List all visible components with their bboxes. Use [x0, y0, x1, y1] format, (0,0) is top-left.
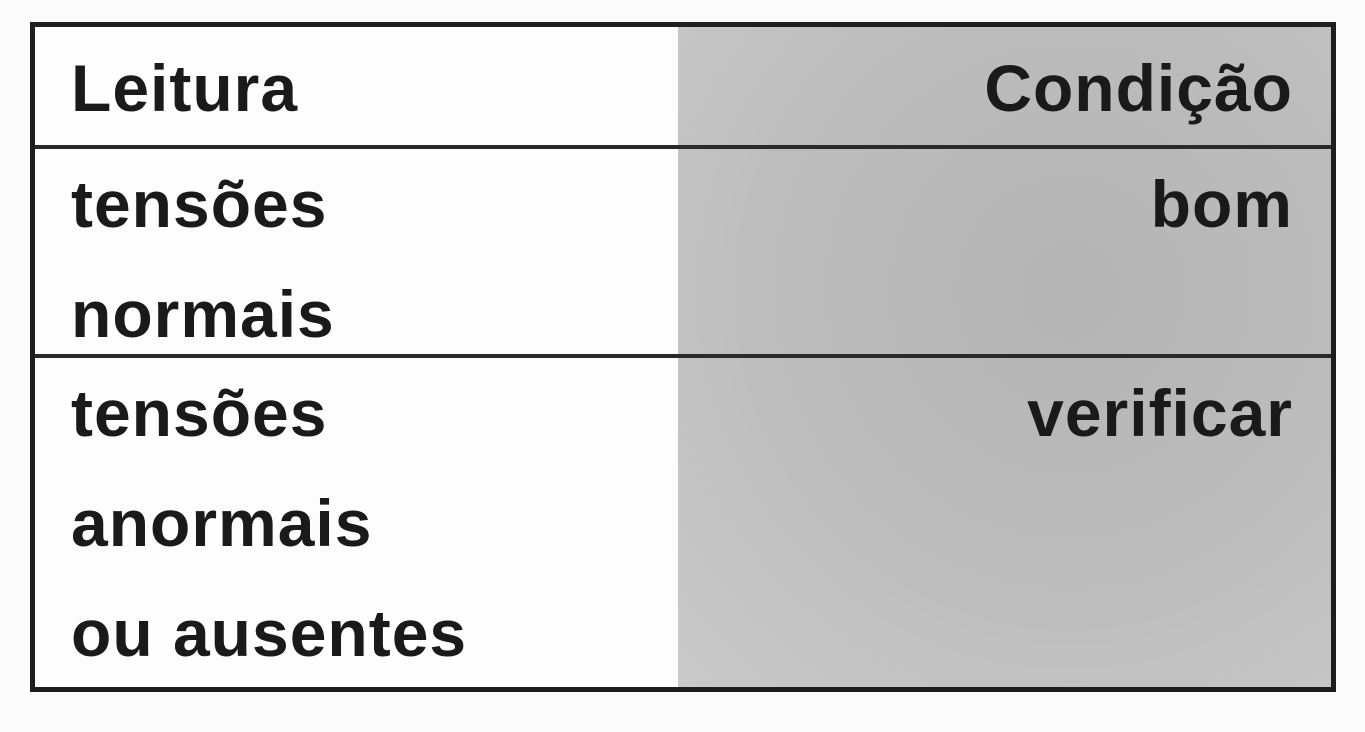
condition-cell: verificar — [1027, 376, 1293, 450]
reading-line: tensões — [71, 376, 328, 450]
reading-line: ou ausentes — [71, 596, 468, 670]
reading-line: normais — [71, 277, 335, 351]
header-reading: Leitura — [71, 51, 299, 125]
reading-line: anormais — [71, 486, 373, 560]
reading-line: tensões — [71, 167, 328, 241]
table-row: tensões normais bom — [35, 145, 1331, 357]
header-row: Leitura Condição — [35, 27, 1331, 147]
condition-cell: bom — [1150, 167, 1293, 241]
header-condition: Condição — [984, 51, 1293, 125]
table-row: tensões anormais ou ausentes verificar — [35, 354, 1331, 688]
reading-cell: tensões normais — [71, 149, 335, 369]
reading-cell: tensões anormais ou ausentes — [71, 358, 467, 688]
reading-condition-table: Leitura Condição tensões normais bom ten… — [30, 22, 1336, 692]
